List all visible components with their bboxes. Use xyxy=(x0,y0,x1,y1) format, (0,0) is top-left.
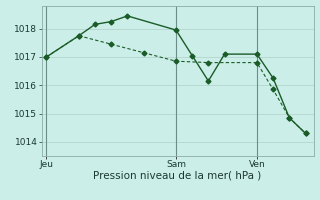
X-axis label: Pression niveau de la mer( hPa ): Pression niveau de la mer( hPa ) xyxy=(93,171,262,181)
